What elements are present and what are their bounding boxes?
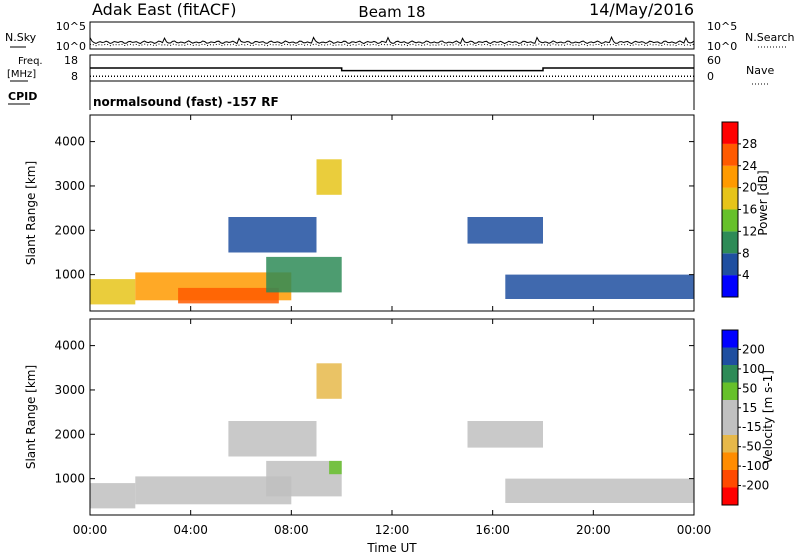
- power-y-axis-label: Slant Range [km]: [24, 161, 38, 265]
- velocity-y-axis: 1000 2000 3000 4000: [54, 339, 694, 486]
- nave-label: Nave: [746, 64, 774, 77]
- colorbar-swatch: [722, 470, 738, 488]
- colorbar-frame: [721, 329, 739, 506]
- colorbar-swatch: [722, 365, 738, 383]
- freq-unit-label: [MHz]: [7, 69, 36, 80]
- colorbar-tick-label: -100: [742, 459, 769, 473]
- colorbar-tick-label: 50: [742, 381, 757, 395]
- colorbar-swatch: [722, 187, 738, 210]
- colorbar-tick-label: -50: [742, 440, 762, 454]
- cpid-label: CPID: [8, 90, 37, 103]
- heatmap-region-7: [505, 274, 695, 299]
- colorbar-swatch: [722, 275, 738, 297]
- noise-tick-left-high: 10^5: [56, 20, 86, 33]
- y-tick-label: 3000: [54, 383, 85, 397]
- colorbar-tick-label: 24: [742, 159, 757, 173]
- x-tick-label: 04:00: [173, 523, 208, 537]
- colorbar-swatch: [722, 435, 738, 453]
- power-y-axis: 1000 2000 3000 4000: [54, 135, 694, 282]
- colorbar-tick-label: -200: [742, 479, 769, 493]
- heatmap-region-0: [90, 279, 136, 305]
- time-x-axis: 00:00 04:00 08:00 12:00 16:00 20:00 00:00: [73, 115, 712, 537]
- nsearch-series-line: [89, 43, 695, 47]
- colorbar-swatch: [722, 143, 738, 166]
- y-tick-label: 3000: [54, 179, 85, 193]
- noise-tick-right-low: 10^0: [707, 40, 737, 53]
- noise-tick-left-low: 10^0: [56, 40, 86, 53]
- x-axis-label: Time UT: [366, 541, 417, 554]
- colorbar-swatch: [722, 347, 738, 365]
- colorbar-swatch: [722, 330, 738, 348]
- colorbar-tick-label: 20: [742, 181, 757, 195]
- colorbar-swatch: [722, 253, 738, 276]
- freq-tick-high: 18: [64, 54, 78, 67]
- heatmap-region-0: [90, 483, 136, 509]
- heatmap-region-5: [316, 159, 342, 195]
- x-tick-label: 12:00: [375, 523, 410, 537]
- nave-tick-high: 60: [707, 54, 721, 67]
- freq-tick-low: 8: [71, 70, 78, 83]
- heatmap-region-4: [228, 421, 317, 457]
- heatmap-region-2: [178, 287, 279, 304]
- y-tick-label: 2000: [54, 223, 85, 237]
- colorbar-tick-label: 8: [742, 246, 750, 260]
- y-tick-label: 1000: [54, 472, 85, 486]
- noise-tick-right-high: 10^5: [707, 20, 737, 33]
- nave-tick-low: 0: [707, 70, 714, 83]
- nsearch-label: N.Search: [745, 31, 795, 44]
- date-title: 14/May/2016: [589, 0, 694, 19]
- heatmap-region-6: [467, 217, 543, 244]
- x-tick-label: 08:00: [274, 523, 309, 537]
- colorbar-swatch: [722, 487, 738, 505]
- heatmap-region-6: [467, 421, 543, 448]
- x-tick-label: 20:00: [576, 523, 611, 537]
- velocity-y-axis-label: Slant Range [km]: [24, 365, 38, 469]
- colorbar-swatch: [722, 231, 738, 254]
- beam-title: Beam 18: [358, 3, 425, 21]
- colorbar-swatch: [722, 122, 738, 144]
- heatmap-region-1: [135, 476, 292, 505]
- colorbar-swatch: [722, 400, 738, 418]
- power-colorbar: 28 24 20 16 12 8 4: [721, 121, 757, 298]
- y-tick-label: 4000: [54, 135, 85, 149]
- freq-series-line: [90, 67, 694, 72]
- heatmap-region-4: [228, 217, 317, 253]
- velocity-colorbar-label: Velocity [m s-1]: [761, 370, 775, 464]
- colorbar-tick-label: 28: [742, 137, 757, 151]
- colorbar-swatch: [722, 209, 738, 232]
- y-tick-label: 2000: [54, 427, 85, 441]
- colorbar-tick-label: 15: [742, 401, 757, 415]
- colorbar-tick-label: -15: [742, 420, 762, 434]
- station-title: Adak East (fitACF): [92, 0, 236, 19]
- y-tick-label: 4000: [54, 339, 85, 353]
- colorbar-tick-label: 100: [742, 362, 765, 376]
- power-colorbar-label: Power [dB]: [756, 170, 770, 235]
- y-tick-label: 1000: [54, 268, 85, 282]
- colorbar-swatch: [722, 165, 738, 188]
- colorbar-tick-label: 4: [742, 268, 750, 282]
- heatmap-region-3: [329, 460, 342, 475]
- heatmap-region-5: [316, 363, 342, 399]
- noise-panel-frame: [89, 21, 695, 50]
- x-tick-label: 00:00: [677, 523, 712, 537]
- x-tick-label: 00:00: [73, 523, 108, 537]
- heatmap-region-3: [266, 256, 342, 293]
- velocity-heatmap-data: [90, 363, 695, 509]
- freq-label: Freq.: [18, 56, 43, 67]
- power-heatmap-data: [90, 159, 695, 305]
- colorbar-tick-label: 16: [742, 203, 757, 217]
- colorbar-swatch: [722, 452, 738, 470]
- nsky-series-line: [89, 35, 695, 45]
- nsky-label: N.Sky: [5, 31, 37, 44]
- colorbar-swatch: [722, 417, 738, 435]
- heatmap-region-7: [505, 478, 695, 503]
- velocity-colorbar: 200 100 50 15 -15 -50 -100 -200: [721, 329, 769, 506]
- colorbar-swatch: [722, 382, 738, 400]
- colorbar-tick-label: 200: [742, 342, 765, 356]
- colorbar-tick-label: 12: [742, 224, 757, 238]
- cpid-text: normalsound (fast) -157 RF: [93, 95, 279, 109]
- x-tick-label: 16:00: [475, 523, 510, 537]
